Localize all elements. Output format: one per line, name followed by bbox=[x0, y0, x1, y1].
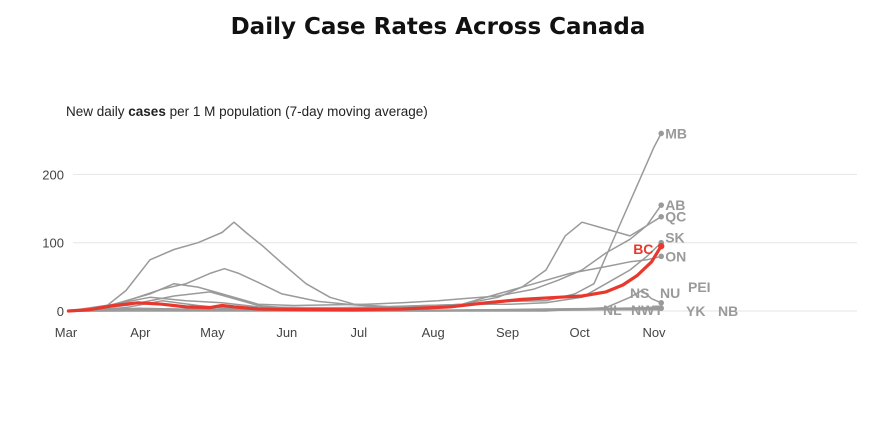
series-label-nb: NB bbox=[718, 303, 738, 319]
y-tick-100: 100 bbox=[42, 236, 64, 251]
y-axis-ticks: 0 100 200 bbox=[42, 167, 64, 319]
x-tick-mar: Mar bbox=[55, 325, 78, 340]
x-tick-oct: Oct bbox=[569, 325, 590, 340]
x-tick-may: May bbox=[200, 325, 225, 340]
series-line-sk bbox=[67, 241, 662, 312]
series-label-qc: QC bbox=[665, 209, 686, 225]
series-label-nl: NL bbox=[603, 302, 622, 318]
series-end-dot-qc bbox=[658, 213, 664, 220]
x-tick-apr: Apr bbox=[130, 325, 151, 340]
x-tick-jun: Jun bbox=[276, 325, 297, 340]
x-tick-sep: Sep bbox=[496, 325, 519, 340]
series-line-on bbox=[67, 255, 662, 312]
series-label-yk: YK bbox=[686, 303, 705, 319]
chart-title: Daily Case Rates Across Canada bbox=[230, 14, 646, 40]
y-tick-200: 200 bbox=[42, 167, 64, 182]
series-end-dot-on bbox=[658, 253, 664, 260]
series-end-dot-bc bbox=[658, 242, 665, 250]
x-tick-nov: Nov bbox=[642, 325, 666, 340]
series-end-dot-nu bbox=[658, 300, 664, 306]
grid-lines bbox=[73, 173, 857, 312]
x-axis-ticks: Mar Apr May Jun Jul Aug Sep Oct Nov bbox=[55, 325, 666, 340]
series-end-dot-ab bbox=[658, 202, 664, 208]
series-line-qc bbox=[67, 215, 662, 312]
series-label-nu: NU bbox=[660, 285, 680, 301]
series-label-mb: MB bbox=[665, 125, 687, 141]
series-label-on: ON bbox=[665, 248, 686, 264]
subtitle-bold: cases bbox=[128, 104, 166, 119]
x-tick-jul: Jul bbox=[350, 325, 367, 340]
series-label-pei: PEI bbox=[688, 279, 711, 295]
series-label-sk: SK bbox=[665, 230, 684, 246]
subtitle-post: per 1 M population (7-day moving average… bbox=[165, 104, 428, 119]
series-label-ns: NS bbox=[630, 285, 649, 301]
series-end-dot-mb bbox=[658, 130, 664, 137]
x-tick-aug: Aug bbox=[422, 325, 445, 340]
subtitle-pre: New daily bbox=[66, 104, 129, 119]
series-label-nwt: NWT bbox=[631, 302, 663, 318]
series-line-bc bbox=[66, 244, 663, 313]
series-end-dot-nb bbox=[658, 305, 664, 312]
series-label-bc: BC bbox=[633, 241, 653, 257]
chart-subtitle: New daily cases per 1 M population (7-da… bbox=[66, 104, 428, 119]
series-label-ab: AB bbox=[665, 197, 685, 213]
series-lines bbox=[66, 130, 665, 313]
series-line-mb bbox=[67, 132, 662, 312]
y-tick-0: 0 bbox=[57, 304, 64, 319]
